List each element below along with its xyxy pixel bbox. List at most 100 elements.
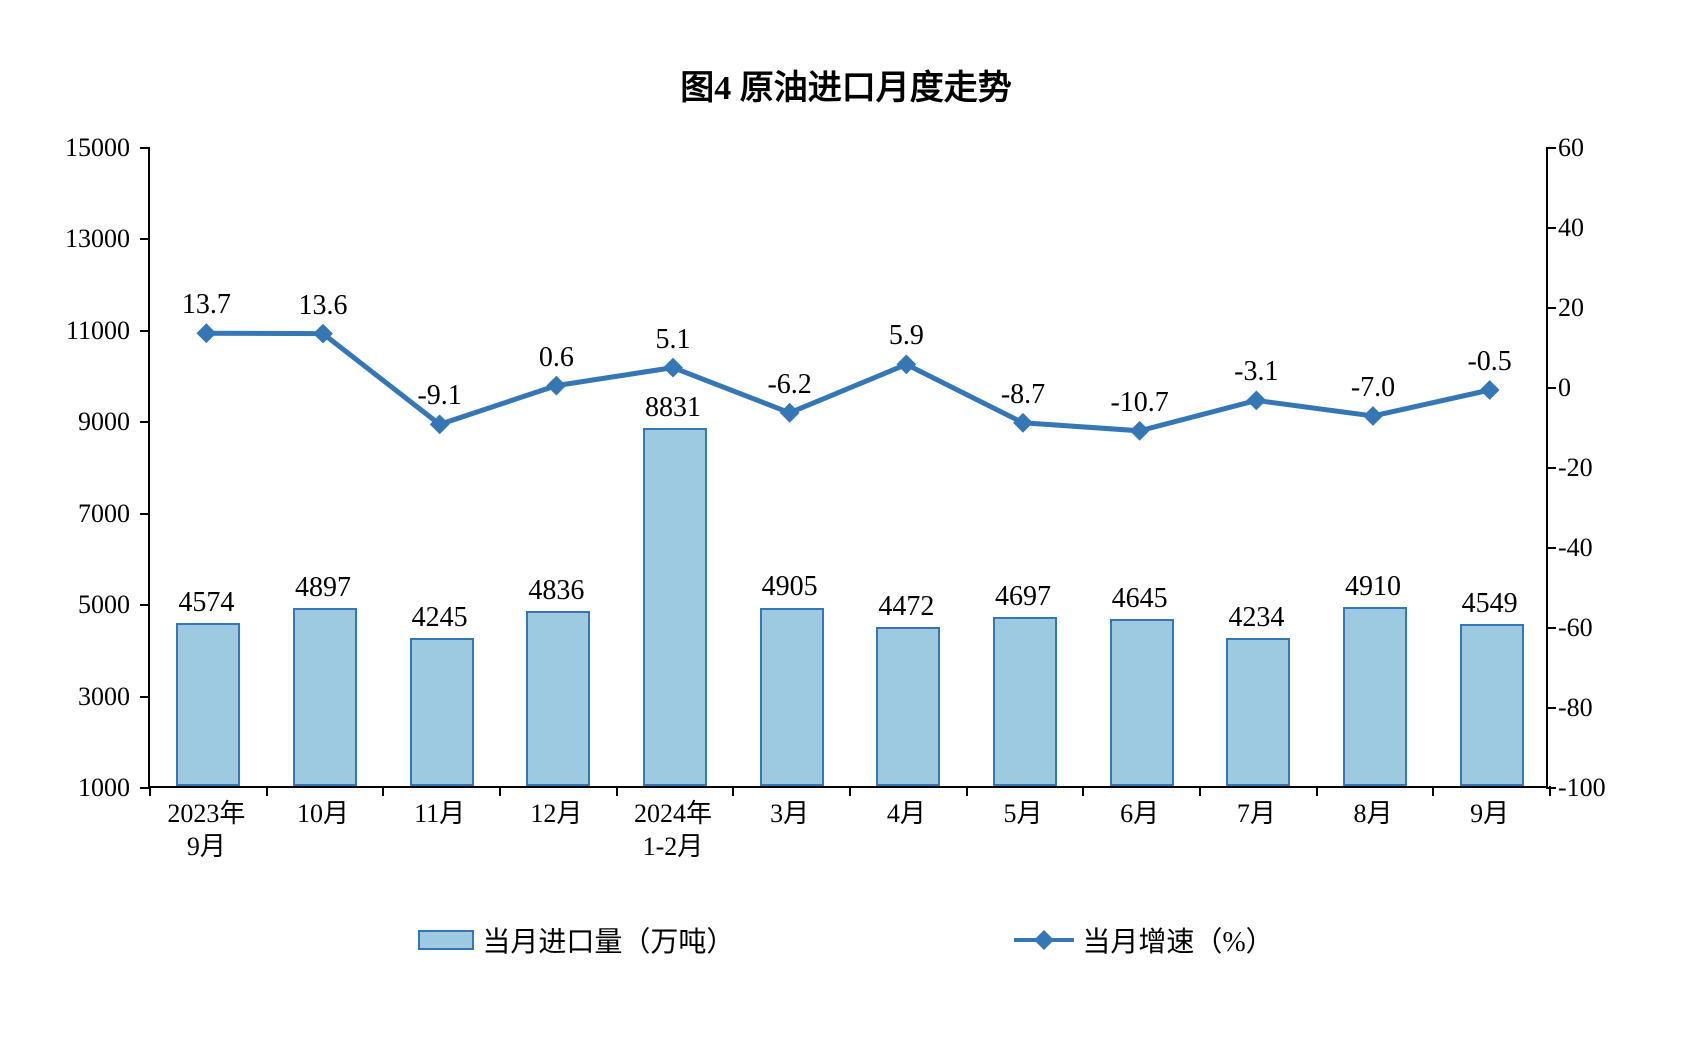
x-category-label: 12月	[498, 798, 615, 831]
line-value-label: 13.7	[148, 289, 265, 321]
bar-value-label: 4549	[1431, 588, 1548, 620]
axis-tick	[1199, 786, 1201, 796]
line-value-label: -0.5	[1431, 346, 1548, 378]
axis-tick	[140, 238, 150, 240]
y-right-label: -20	[1558, 453, 1658, 483]
bar	[876, 627, 940, 786]
axis-tick	[1082, 786, 1084, 796]
bar	[1226, 638, 1290, 786]
x-category-label: 10月	[265, 798, 382, 831]
y-left-label: 1000	[30, 773, 130, 803]
line-value-label: -9.1	[381, 380, 498, 412]
axis-tick	[266, 786, 268, 796]
legend-line-label: 当月增速（%）	[1082, 920, 1273, 960]
axis-tick	[140, 513, 150, 515]
bar	[410, 638, 474, 786]
bar-value-label: 4897	[265, 572, 382, 604]
bar-value-label: 4836	[498, 575, 615, 607]
x-category-label: 9月	[1431, 798, 1548, 831]
bar-value-label: 8831	[615, 392, 732, 424]
axis-tick	[1549, 786, 1551, 796]
line-value-label: -3.1	[1198, 356, 1315, 388]
line-value-label: 5.1	[615, 324, 732, 356]
axis-tick	[1546, 467, 1556, 469]
y-left-label: 7000	[30, 499, 130, 529]
bar-value-label: 4234	[1198, 602, 1315, 634]
bar	[1343, 607, 1407, 786]
y-right-label: -80	[1558, 693, 1658, 723]
bar-value-label: 4245	[381, 602, 498, 634]
y-left-label: 13000	[30, 224, 130, 254]
legend-line-swatch	[1014, 938, 1074, 942]
bar	[293, 608, 357, 786]
bar-value-label: 4910	[1315, 571, 1432, 603]
axis-tick	[499, 786, 501, 796]
axis-tick	[1432, 786, 1434, 796]
line-value-label: -6.2	[731, 369, 848, 401]
axis-tick	[1546, 707, 1556, 709]
y-left-label: 9000	[30, 407, 130, 437]
axis-tick	[140, 330, 150, 332]
bar-value-label: 4472	[848, 591, 965, 623]
bar	[1110, 619, 1174, 786]
y-right-label: 20	[1558, 293, 1658, 323]
axis-tick	[1546, 787, 1556, 789]
y-right-label: -60	[1558, 613, 1658, 643]
line-value-label: -10.7	[1081, 387, 1198, 419]
bar-value-label: 4645	[1081, 583, 1198, 615]
axis-tick	[1546, 387, 1556, 389]
bar-value-label: 4905	[731, 571, 848, 603]
x-category-label: 5月	[965, 798, 1082, 831]
axis-tick	[1546, 627, 1556, 629]
axis-tick	[732, 786, 734, 796]
legend-item-line: 当月增速（%）	[1014, 920, 1273, 960]
axis-tick	[1546, 547, 1556, 549]
line-value-label: 0.6	[498, 342, 615, 374]
y-left-label: 15000	[30, 133, 130, 163]
line-value-label: -8.7	[965, 379, 1082, 411]
line-value-label: -7.0	[1315, 372, 1432, 404]
axis-tick	[140, 696, 150, 698]
axis-tick	[149, 786, 151, 796]
y-right-label: 0	[1558, 373, 1658, 403]
y-right-label: 40	[1558, 213, 1658, 243]
legend-bar-swatch	[418, 930, 474, 950]
legend: 当月进口量（万吨） 当月增速（%）	[0, 920, 1692, 960]
line-value-label: 5.9	[848, 320, 965, 352]
bar-value-label: 4574	[148, 587, 265, 619]
y-right-label: -100	[1558, 773, 1658, 803]
x-category-label: 11月	[381, 798, 498, 831]
bar	[176, 623, 240, 786]
bar	[993, 617, 1057, 786]
axis-tick	[1316, 786, 1318, 796]
bar	[1460, 624, 1524, 786]
x-category-label: 2023年9月	[148, 798, 265, 863]
x-category-label: 7月	[1198, 798, 1315, 831]
x-category-label: 3月	[731, 798, 848, 831]
bar	[526, 611, 590, 786]
y-left-label: 11000	[30, 316, 130, 346]
axis-tick	[1546, 147, 1556, 149]
plot-area	[148, 148, 1548, 788]
chart-container: 图4 原油进口月度走势 当月进口量（万吨） 当月增速（%）	[0, 0, 1692, 1056]
axis-tick	[1546, 307, 1556, 309]
bar-value-label: 4697	[965, 581, 1082, 613]
y-left-label: 5000	[30, 590, 130, 620]
x-category-label: 2024年1-2月	[615, 798, 732, 863]
y-right-label: 60	[1558, 133, 1658, 163]
legend-item-bar: 当月进口量（万吨）	[418, 920, 734, 960]
x-category-label: 6月	[1081, 798, 1198, 831]
axis-tick	[966, 786, 968, 796]
line-value-label: 13.6	[265, 290, 382, 322]
axis-tick	[140, 147, 150, 149]
axis-tick	[1546, 227, 1556, 229]
y-right-label: -40	[1558, 533, 1658, 563]
x-category-label: 4月	[848, 798, 965, 831]
y-left-label: 3000	[30, 682, 130, 712]
bar	[643, 428, 707, 786]
chart-title: 图4 原油进口月度走势	[0, 60, 1692, 109]
x-category-label: 8月	[1315, 798, 1432, 831]
legend-bar-label: 当月进口量（万吨）	[482, 920, 734, 960]
axis-tick	[140, 421, 150, 423]
legend-line-marker	[1034, 930, 1054, 950]
